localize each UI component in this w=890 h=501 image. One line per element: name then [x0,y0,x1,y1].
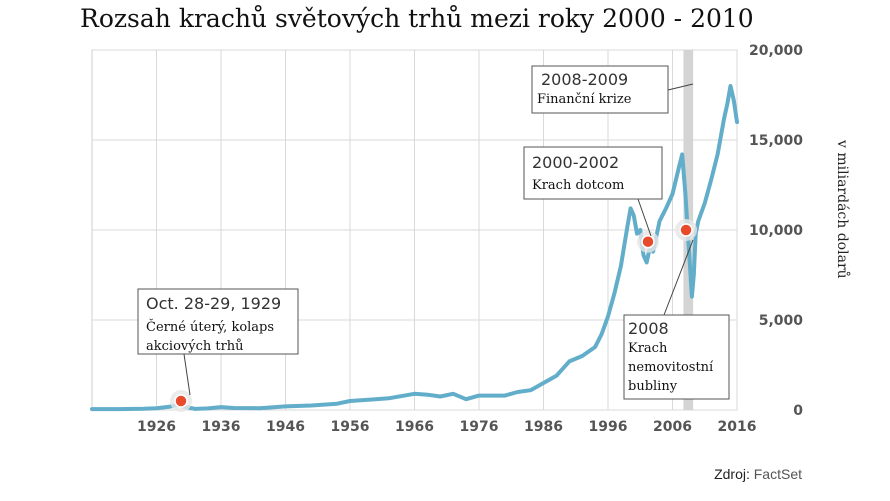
annotation-text: bubliny [628,379,678,394]
annotation-pointer [667,83,694,91]
annotation-title: 2008 [628,319,669,338]
series-line [90,84,739,412]
y-tick-label: 5,000 [759,313,804,329]
x-tick-label: 1936 [202,419,241,435]
annotation-a2000: 2000-2002 Krach dotcom [523,146,663,237]
annotation-text: Krach dotcom [532,178,624,193]
y-axis-label: v miliardách dolarů [834,140,851,279]
event-marker-dot [174,394,188,408]
y-tick-label: 10,000 [749,223,803,239]
annotation-box [137,288,299,355]
event-marker [675,219,698,241]
annotation-a2008b: 2008-2009 Finanční krize [531,65,694,114]
annotation-title: 2008-2009 [541,70,628,89]
annotation-title: 2000-2002 [532,153,619,172]
x-tick-label: 1966 [395,419,434,435]
annotation-text: Finanční krize [537,92,632,107]
x-tick-label: 1976 [460,419,499,435]
x-tick-label: 2006 [653,419,692,435]
event-marker [636,230,659,253]
annotation-a2008: 2008 Krach nemovitostní bubliny [623,239,730,400]
annotation-box [623,314,730,400]
x-tick-label: 2016 [718,419,757,435]
annotation-text: akciových trhů [146,338,244,354]
annotation-text: Černé úterý, kolaps [146,318,274,335]
y-tick-label: 20,000 [749,43,803,59]
annotation-box [523,146,663,200]
event-marker-dot [641,234,655,249]
y-axis-label-text: v miliardách dolarů [834,140,851,279]
source-label: Zdroj: [714,466,750,482]
x-tick-label: 1946 [266,419,305,435]
x-tick-label: 1956 [331,419,370,435]
x-tick-label: 1986 [524,419,563,435]
event-marker-dot [679,223,693,237]
annotation-pointer [637,198,652,237]
y-tick-label: 0 [793,403,803,419]
annotation-a1929: Oct. 28-29, 1929 Černé úterý, kolaps akcio… [137,288,299,396]
annotation-title: Oct. 28-29, 1929 [146,294,281,313]
y-tick-label: 15,000 [749,133,803,149]
annotation-pointer [663,239,694,316]
event-marker [170,390,193,412]
x-tick-label: 1996 [589,419,628,435]
annotation-text: nemovitostní [628,360,714,375]
source-note: Zdroj: FactSet [714,466,802,482]
x-tick-label: 1926 [137,419,176,435]
annotation-box [531,65,669,114]
chart-title: Rozsah krachů světových trhů mezi roky 2… [80,4,754,33]
annotation-pointer [183,353,191,396]
source-name: FactSet [753,466,802,482]
annotation-text: Krach [628,341,668,356]
